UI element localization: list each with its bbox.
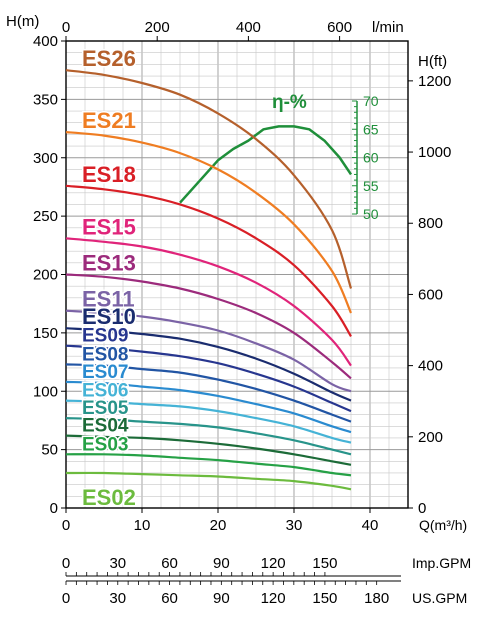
imp-gpm-tick-label: 150 (312, 555, 337, 572)
series-label-es21: ES21 (82, 108, 136, 133)
efficiency-tick-label: 65 (363, 121, 379, 137)
curve-es26 (65, 69, 353, 289)
curve-es10 (65, 327, 352, 402)
efficiency-label: η-% (272, 92, 307, 113)
efficiency-tick-label: 55 (363, 178, 379, 194)
series-label-es15: ES15 (82, 214, 136, 239)
series-label-es11: ES11 (82, 287, 135, 312)
curve-es06 (65, 399, 352, 444)
x-tick-label: 10 (134, 517, 151, 534)
curve-es05 (65, 417, 352, 456)
right-tick-label: 0 (418, 500, 426, 517)
y-tick-label: 400 (33, 33, 58, 50)
curve-es13 (65, 273, 352, 380)
curve-es11 (65, 309, 352, 393)
us-gpm-label: US.GPM (412, 590, 467, 606)
curve-es18 (65, 184, 352, 337)
curve-es21 (65, 131, 353, 314)
x-tick-label: 30 (286, 517, 303, 534)
series-label-es07: ES07 (82, 362, 128, 383)
curve-es03 (65, 453, 352, 477)
curve-es07 (65, 380, 352, 434)
series-label-es26: ES26 (82, 46, 136, 71)
series-label-es08: ES08 (82, 344, 128, 365)
right-tick-label: 800 (418, 215, 443, 232)
right-tick-label: 1000 (418, 144, 451, 161)
imp-gpm-label: Imp.GPM (412, 555, 471, 571)
us-gpm-tick-label: 30 (109, 590, 126, 607)
series-label-es09: ES09 (82, 326, 128, 347)
imp-gpm-tick-label: 90 (213, 555, 230, 572)
y-tick-label: 0 (50, 500, 58, 517)
us-gpm-tick-label: 180 (364, 590, 389, 607)
pump-curves (65, 69, 353, 491)
curve-es04 (65, 434, 352, 466)
us-gpm-tick-label: 0 (62, 590, 70, 607)
us-gpm-tick-label: 120 (261, 590, 286, 607)
series-label-es13: ES13 (82, 251, 136, 276)
imp-gpm-tick-label: 30 (109, 555, 126, 572)
us-gpm-tick-label: 90 (213, 590, 230, 607)
curve-es02 (65, 471, 352, 491)
efficiency-curve (179, 125, 353, 204)
y-axis-label-left: H(m) (6, 13, 39, 30)
us-gpm-tick-label: 60 (161, 590, 178, 607)
series-label-es05: ES05 (82, 398, 129, 419)
series-label-es02: ES02 (82, 485, 136, 510)
series-label-es04: ES04 (82, 416, 129, 437)
y-tick-label: 300 (33, 150, 58, 167)
x-tick-label: 0 (62, 517, 70, 534)
series-label-es10: ES10 (82, 304, 136, 329)
right-tick-label: 200 (418, 429, 443, 446)
y-tick-label: 150 (33, 325, 58, 342)
series-label-es06: ES06 (82, 381, 128, 402)
imp-gpm-tick-label: 60 (161, 555, 178, 572)
us-gpm-tick-label: 150 (312, 590, 337, 607)
curve-es15 (65, 237, 352, 367)
x-tick-label: 20 (210, 517, 227, 534)
curve-es09 (65, 344, 352, 413)
x-tick-label: 40 (362, 517, 379, 534)
efficiency-tick-label: 50 (363, 206, 379, 222)
y-tick-label: 100 (33, 383, 58, 400)
imp-gpm-tick-label: 120 (261, 555, 286, 572)
right-tick-label: 600 (418, 286, 443, 303)
x-axis-label-top: l/min (372, 19, 404, 36)
series-label-es18: ES18 (82, 162, 136, 187)
y-tick-label: 50 (41, 442, 58, 459)
right-tick-label: 1200 (418, 73, 451, 90)
right-tick-label: 400 (418, 358, 443, 375)
top-tick-label: 0 (62, 19, 70, 36)
series-label-es03: ES03 (82, 434, 128, 455)
y-tick-label: 250 (33, 208, 58, 225)
imp-gpm-tick-label: 0 (62, 555, 70, 572)
y-tick-label: 200 (33, 267, 58, 284)
curve-es08 (65, 363, 352, 423)
top-tick-label: 400 (236, 19, 261, 36)
y-tick-label: 350 (33, 91, 58, 108)
series-labels: ES26 ES21 ES18 ES15 ES13 ES11ES10ES09ES08ES07… (81, 45, 138, 512)
x-axis-label-bottom: Q(m³/h) (419, 517, 467, 533)
top-tick-label: 600 (327, 19, 352, 36)
efficiency-tick-label: 60 (363, 150, 379, 166)
efficiency-tick-label: 70 (363, 93, 379, 109)
y-axis-label-right: H(ft) (418, 53, 447, 70)
top-tick-label: 200 (145, 19, 170, 36)
